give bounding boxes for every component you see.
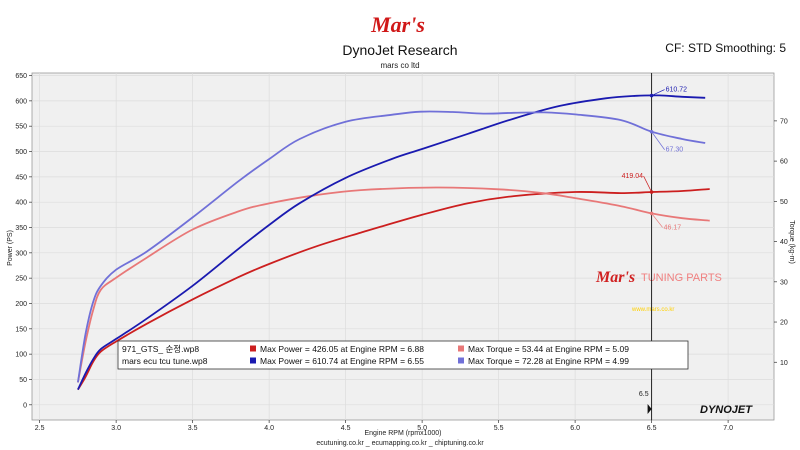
y-right-tick-label: 70 [780, 118, 788, 125]
y-left-tick-label: 400 [15, 200, 27, 207]
watermark-logo: Mar's [595, 269, 635, 286]
footer-links: ecutuning.co.kr _ ecumapping.co.kr _ chi… [316, 440, 484, 447]
cursor-point-run1_torque [649, 211, 654, 216]
cursor-leader-run1_torque [651, 213, 663, 228]
y-left-tick-label: 300 [15, 250, 27, 257]
legend-entry-run1_power: Max Power = 426.05 at Engine RPM = 6.88 [260, 344, 424, 354]
legend-entry-run2_torque: Max Torque = 72.28 at Engine RPM = 4.99 [468, 356, 629, 366]
x-tick-label: 5.5 [494, 425, 504, 432]
y-left-tick-label: 650 [15, 73, 27, 80]
y-left-tick-label: 500 [15, 149, 27, 156]
y-right-tick-label: 30 [780, 279, 788, 286]
series-line-run2_torque [77, 110, 706, 383]
mars-logo: Mar's [370, 12, 425, 37]
y-left-tick-label: 450 [15, 174, 27, 181]
x-tick-label: 2.5 [35, 425, 45, 432]
legend-swatch-run1_power [250, 345, 256, 352]
curves [77, 94, 710, 391]
y-left-tick-label: 150 [15, 326, 27, 333]
y-left-tick-label: 100 [15, 352, 27, 359]
cursor-leader-run2_power [651, 89, 665, 96]
x-axis-label: Engine RPM (rpmx1000) [364, 430, 441, 437]
legend-swatch-run1_torque [458, 345, 464, 352]
x-tick-label: 6.0 [570, 425, 580, 432]
series-line-run1_power [77, 188, 710, 391]
y-left-tick-label: 0 [23, 402, 27, 409]
cursor-leader-run2_torque [651, 131, 665, 150]
x-tick-label: 4.0 [264, 425, 274, 432]
cursor-arrow-icon [647, 404, 652, 414]
cursor-point-run2_torque [649, 129, 654, 134]
x-tick-label: 6.5 [647, 425, 657, 432]
series-line-run2_power [77, 94, 706, 390]
cursor-point-run1_power [649, 190, 654, 194]
x-tick-label: 7.0 [723, 425, 733, 432]
legend-run-name: 971_GTS_ 순정.wp8 [122, 344, 199, 354]
cursor-point-run2_power [649, 93, 654, 98]
legend-run-name: mars ecu tcu tune.wp8 [122, 356, 208, 366]
y-axis-right-label: Torque (kg-m) [788, 220, 795, 264]
chart-subtitle: mars co ltd [380, 61, 420, 70]
legend: 971_GTS_ 순정.wp8 Max Power = 426.05 at Eng… [117, 340, 689, 370]
chart-title: DynoJet Research [342, 42, 458, 58]
y-right-tick-label: 50 [780, 199, 788, 206]
cursor-readout-run1_torque: 46.17 [664, 224, 682, 231]
series-line-run1_torque [77, 186, 710, 383]
y-right-tick-label: 40 [780, 239, 788, 246]
svg-text:Mar's: Mar's [370, 12, 425, 37]
watermark: Mar's TUNING PARTS www.mars.co.kr [595, 269, 722, 313]
cursor-readout-run2_torque: 67.30 [666, 147, 684, 154]
legend-swatch-run2_power [250, 357, 256, 364]
watermark-text: TUNING PARTS [641, 272, 722, 284]
y-right-tick-label: 60 [780, 159, 788, 166]
axes: 2.5 3.0 3.5 4.0 4.5 5.0 5.5 6.0 6.5 7.0 0 50 100 150 2… [15, 73, 788, 432]
cursor-readout-run1_power: 419.04 [622, 173, 644, 180]
y-left-tick-label: 250 [15, 276, 27, 283]
cursor-readout-run2_power: 610.72 [666, 87, 688, 94]
y-left-tick-label: 550 [15, 124, 27, 131]
y-left-tick-label: 350 [15, 225, 27, 232]
dynojet-logo: DYNOJET [700, 404, 753, 416]
legend-swatch-run2_torque [458, 357, 464, 364]
cursor-leader-run1_power [643, 175, 652, 193]
y-left-tick-label: 600 [15, 98, 27, 105]
svg-text:DYNOJET: DYNOJET [700, 404, 753, 416]
y-right-tick-label: 20 [780, 320, 788, 327]
x-tick-label: 3.0 [111, 425, 121, 432]
x-tick-label: 5.0 [417, 425, 427, 432]
y-left-tick-label: 200 [15, 301, 27, 308]
legend-entry-run1_torque: Max Torque = 53.44 at Engine RPM = 5.09 [468, 344, 629, 354]
cursor-rpm-label: 6.5 [639, 391, 649, 398]
x-tick-label: 4.5 [341, 425, 351, 432]
y-right-tick-label: 10 [780, 360, 788, 367]
legend-entry-run2_power: Max Power = 610.74 at Engine RPM = 6.55 [260, 356, 424, 366]
x-tick-label: 3.5 [188, 425, 198, 432]
y-left-tick-label: 50 [19, 377, 27, 384]
watermark-url: www.mars.co.kr [631, 307, 674, 313]
correction-factor-label: CF: STD Smoothing: 5 [665, 41, 786, 55]
y-axis-left-label: Power (PS) [7, 230, 14, 266]
